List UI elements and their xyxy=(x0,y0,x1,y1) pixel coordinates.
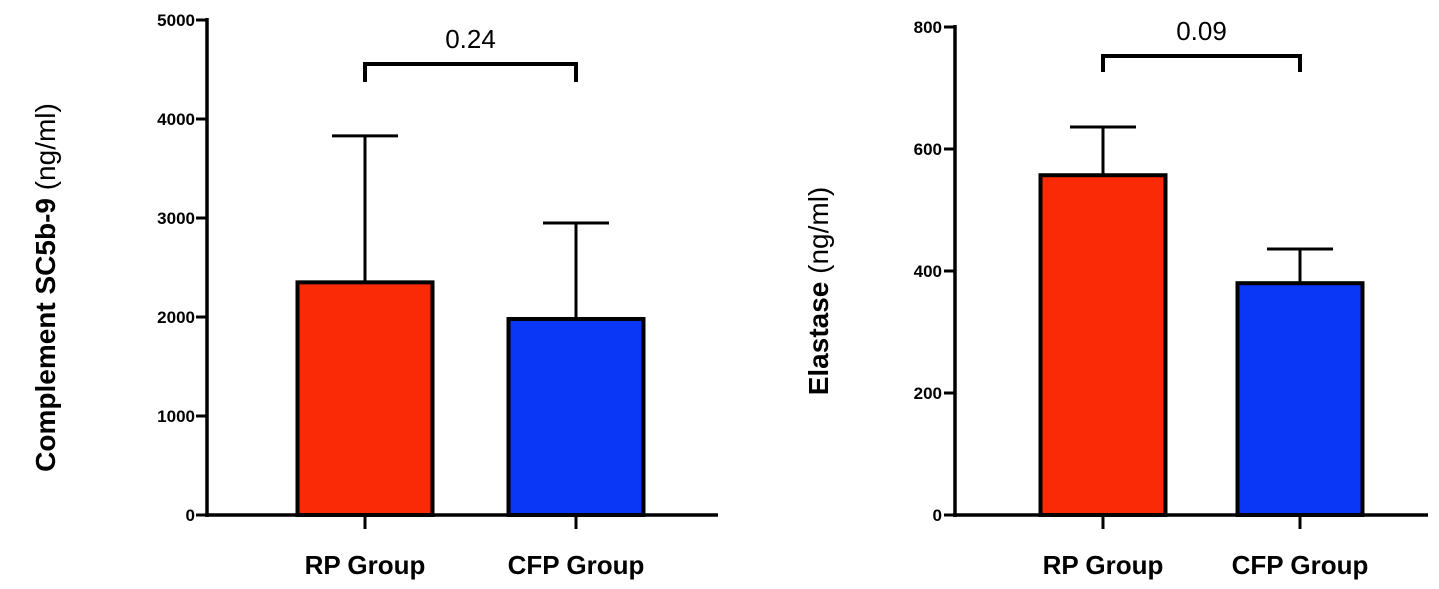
y-axis-label-unit: (ng/ml) xyxy=(803,187,834,274)
y-tick-label: 3000 xyxy=(157,209,195,228)
x-tick-label: RP Group xyxy=(305,550,426,580)
x-tick-label: CFP Group xyxy=(508,550,645,580)
y-axis-label-unit: (ng/ml) xyxy=(30,103,61,190)
y-tick-label: 0 xyxy=(933,506,942,525)
bar-2 xyxy=(1235,281,1365,518)
significance-bracket xyxy=(1101,54,1302,72)
p-value-label: 0.09 xyxy=(1176,16,1227,46)
y-axis-label: Elastase (ng/ml) xyxy=(803,187,834,396)
y-tick-label: 0 xyxy=(186,506,195,525)
bar-1 xyxy=(295,280,435,517)
p-value-label: 0.24 xyxy=(445,24,496,54)
y-axis-label-main: Elastase xyxy=(803,274,834,395)
y-axis-label-main: Complement SC5b-9 xyxy=(30,190,61,472)
y-tick-label: 200 xyxy=(914,384,942,403)
bar-1 xyxy=(1038,173,1168,517)
chart-1: 0 1000 2000 3000 4000 5000 RP Group CFP Group Co… xyxy=(30,11,718,580)
x-tick-label: CFP Group xyxy=(1232,550,1369,580)
y-tick-label: 5000 xyxy=(157,11,195,30)
y-tick-label: 400 xyxy=(914,262,942,281)
y-axis-label: Complement SC5b-9 (ng/ml) xyxy=(30,103,61,472)
bar-2 xyxy=(506,316,646,518)
y-tick-label: 600 xyxy=(914,140,942,159)
y-tick-label: 1000 xyxy=(157,407,195,426)
significance-bracket xyxy=(363,62,578,82)
y-tick-label: 4000 xyxy=(157,110,195,129)
x-tick-label: RP Group xyxy=(1043,550,1164,580)
y-tick-label: 2000 xyxy=(157,308,195,327)
chart-2: 0 200 400 600 800 RP Group CFP Group Elastase (… xyxy=(803,16,1428,580)
y-tick-label: 800 xyxy=(914,18,942,37)
